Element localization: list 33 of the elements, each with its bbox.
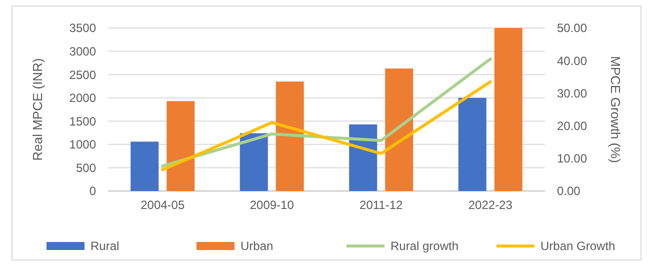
x-tick-label: 2022-23 [468, 198, 513, 212]
y-tick-label: 3500 [69, 21, 96, 36]
legend-label: Rural growth [390, 239, 459, 254]
y2-tick-label: 20.00 [557, 119, 588, 133]
x-tick-label: 2009-10 [250, 198, 294, 212]
x-tick-label: 2004-05 [140, 198, 185, 212]
legend-label: Urban Growth [540, 239, 616, 254]
legend-label: Urban [240, 239, 274, 254]
y2-tick-label: 50.00 [557, 21, 588, 36]
y-axis-title: Real MPCE (INR) [30, 58, 45, 161]
bar [494, 28, 522, 191]
bar [240, 133, 268, 191]
bar [276, 82, 304, 191]
bar [166, 101, 195, 191]
line-series [161, 80, 492, 172]
y-tick-label: 0 [89, 184, 96, 198]
y-tick-label: 2000 [69, 91, 96, 106]
y-tick-label: 500 [76, 160, 96, 175]
y2-tick-label: 30.00 [557, 86, 588, 100]
y2-tick-label: 10.00 [557, 152, 588, 166]
y-tick-label: 3000 [69, 44, 96, 58]
y2-tick-label: 40.00 [557, 54, 588, 68]
legend-label: Rural [90, 239, 120, 254]
y-tick-label: 1000 [69, 138, 96, 152]
bar [130, 142, 159, 191]
y-tick-label: 1500 [69, 114, 96, 128]
y2-tick-label: 0.00 [557, 184, 581, 198]
bar [349, 124, 378, 191]
y2-axis-title: MPCE Growth (%) [608, 56, 623, 163]
bar [385, 68, 414, 191]
bar [458, 98, 486, 191]
y-tick-label: 2500 [69, 68, 96, 82]
x-tick-label: 2011-12 [360, 198, 404, 212]
